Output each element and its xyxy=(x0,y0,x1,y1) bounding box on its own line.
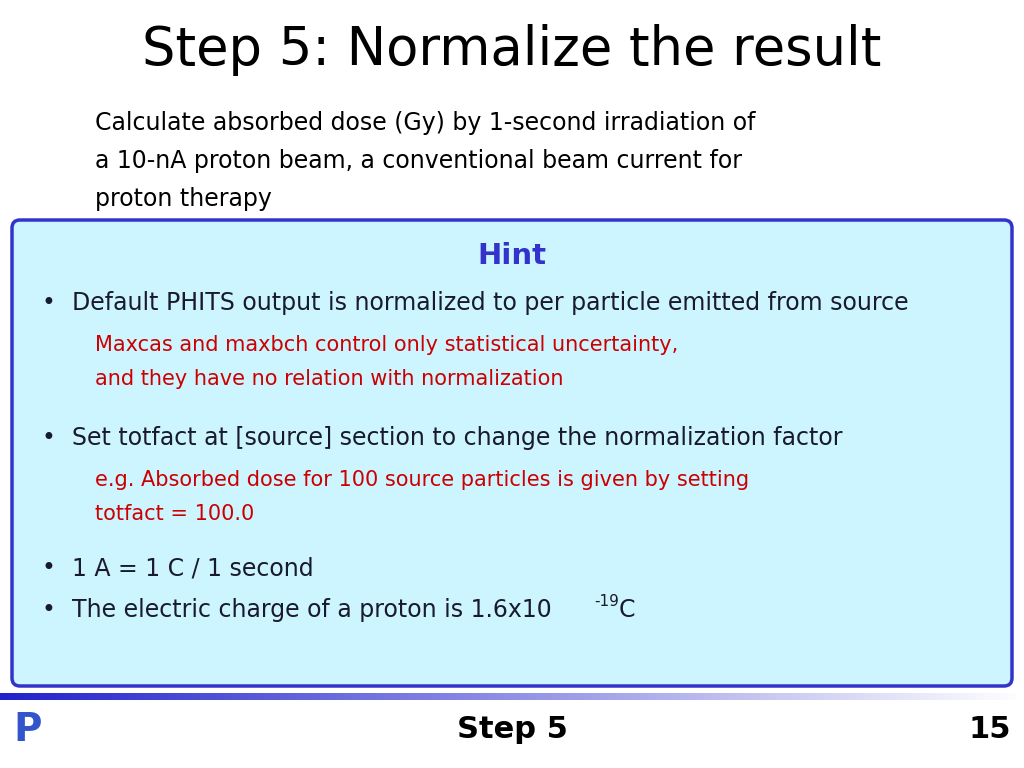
Text: and they have no relation with normalization: and they have no relation with normaliza… xyxy=(95,369,563,389)
Text: •: • xyxy=(41,291,55,315)
Text: Hint: Hint xyxy=(477,242,547,270)
Text: •: • xyxy=(41,556,55,580)
Text: Maxcas and maxbch control only statistical uncertainty,: Maxcas and maxbch control only statistic… xyxy=(95,335,678,355)
FancyBboxPatch shape xyxy=(12,220,1012,686)
Text: •: • xyxy=(41,598,55,622)
Text: e.g. Absorbed dose for 100 source particles is given by setting: e.g. Absorbed dose for 100 source partic… xyxy=(95,470,750,490)
Text: -19: -19 xyxy=(594,594,618,608)
Text: Step 5: Normalize the result: Step 5: Normalize the result xyxy=(142,24,882,76)
Text: a 10-nA proton beam, a conventional beam current for: a 10-nA proton beam, a conventional beam… xyxy=(95,149,742,173)
Text: Step 5: Step 5 xyxy=(457,716,567,744)
Text: Calculate absorbed dose (Gy) by 1-second irradiation of: Calculate absorbed dose (Gy) by 1-second… xyxy=(95,111,756,135)
Text: totfact = 100.0: totfact = 100.0 xyxy=(95,504,254,524)
Text: 1 A = 1 C / 1 second: 1 A = 1 C / 1 second xyxy=(72,556,313,580)
Text: •: • xyxy=(41,426,55,450)
Text: 15: 15 xyxy=(969,716,1012,744)
Text: Default PHITS output is normalized to per particle emitted from source: Default PHITS output is normalized to pe… xyxy=(72,291,908,315)
Text: The electric charge of a proton is 1.6x10: The electric charge of a proton is 1.6x1… xyxy=(72,598,552,622)
Text: P: P xyxy=(13,711,42,749)
Text: Set totfact at [source] section to change the normalization factor: Set totfact at [source] section to chang… xyxy=(72,426,843,450)
Text: proton therapy: proton therapy xyxy=(95,187,272,211)
Text: C: C xyxy=(618,598,636,622)
